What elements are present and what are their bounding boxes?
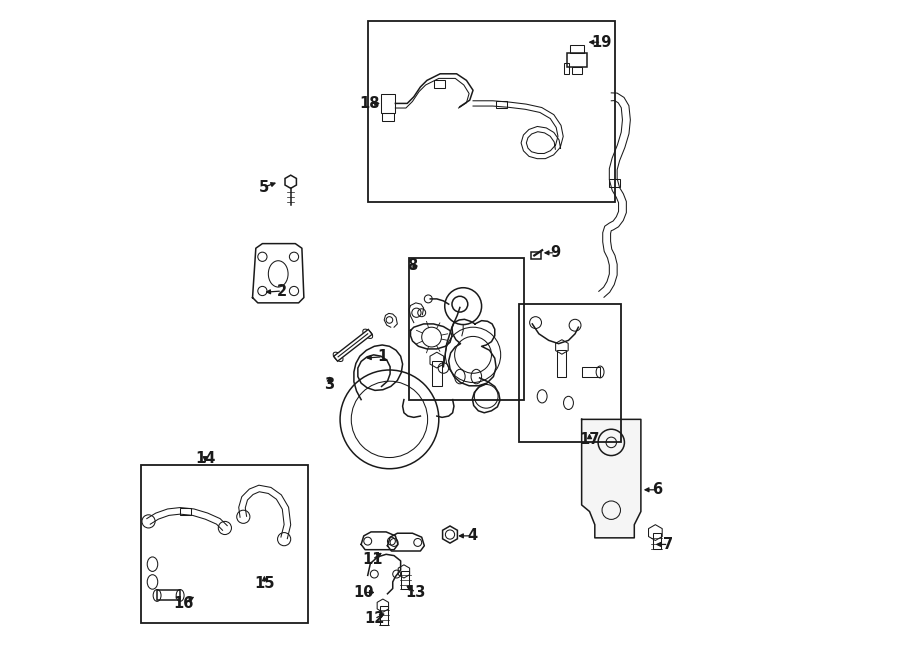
Text: 4: 4: [467, 528, 477, 543]
Bar: [368, 21, 615, 202]
Text: 16: 16: [173, 596, 194, 611]
Text: 7: 7: [663, 537, 673, 552]
Bar: [652, 533, 661, 549]
Bar: [608, 179, 620, 187]
Text: 12: 12: [364, 611, 384, 627]
Bar: [180, 508, 191, 515]
Text: 6: 6: [652, 483, 662, 497]
Text: 19: 19: [591, 34, 612, 50]
Polygon shape: [581, 419, 641, 538]
Text: 17: 17: [580, 432, 599, 447]
Bar: [381, 94, 395, 113]
Text: 5: 5: [259, 180, 269, 194]
Text: 11: 11: [362, 552, 382, 567]
Text: 2: 2: [277, 284, 287, 299]
Bar: [434, 81, 446, 89]
Text: 3: 3: [324, 377, 334, 392]
Text: 18: 18: [359, 96, 380, 111]
Bar: [409, 258, 524, 400]
Text: 14: 14: [195, 451, 215, 467]
Text: 10: 10: [353, 585, 374, 600]
Text: 15: 15: [254, 576, 274, 592]
Bar: [380, 605, 388, 625]
Text: 1: 1: [378, 349, 388, 364]
Bar: [401, 571, 410, 589]
Bar: [158, 590, 180, 600]
Bar: [496, 101, 507, 108]
Bar: [432, 362, 442, 387]
Bar: [519, 304, 621, 442]
Bar: [567, 53, 587, 67]
Text: 13: 13: [406, 585, 426, 600]
Bar: [564, 63, 569, 74]
Bar: [572, 67, 581, 74]
Text: 8: 8: [407, 258, 417, 274]
Bar: [382, 113, 394, 121]
Bar: [557, 350, 566, 377]
Text: 9: 9: [550, 245, 561, 260]
Bar: [531, 253, 541, 258]
Bar: [581, 367, 600, 377]
Bar: [140, 465, 309, 623]
Bar: [571, 45, 583, 53]
